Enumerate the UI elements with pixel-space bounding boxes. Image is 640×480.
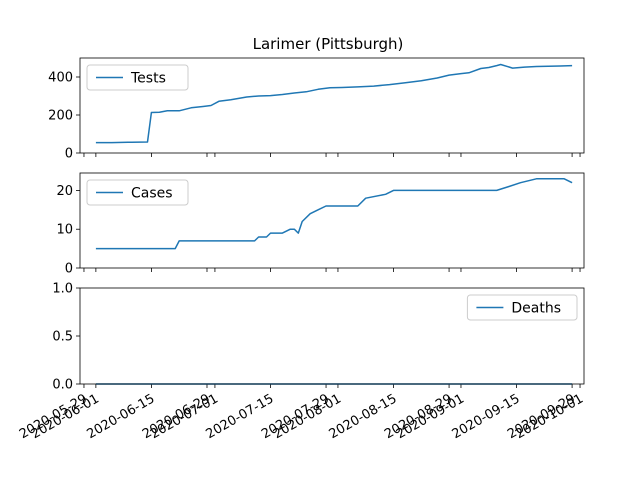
legend: Cases bbox=[86, 179, 189, 206]
y-tick-label: 1.0 bbox=[52, 282, 73, 297]
y-tick-label: 0.0 bbox=[52, 378, 73, 393]
legend-box bbox=[86, 64, 189, 91]
chart-title: Larimer (Pittsburgh) bbox=[253, 35, 404, 53]
axes-frame bbox=[79, 57, 585, 154]
x-tick-labels: 2020-05-292020-06-012020-06-152020-06-29… bbox=[17, 391, 586, 442]
chart-panels: 0 200 400 Tests 0 10 20 Cases 0.0 0.5 1.0 Deaths bbox=[48, 57, 585, 393]
y-tick-label: 200 bbox=[48, 109, 73, 124]
panel-tests: 0 200 400 Tests bbox=[48, 57, 585, 162]
y-tick-label: 0 bbox=[65, 147, 73, 162]
series-line-tests bbox=[95, 63, 573, 144]
legend-label: Cases bbox=[131, 186, 173, 202]
x-tick-label: 2020-10-01 bbox=[513, 391, 586, 442]
y-tick-label: 20 bbox=[56, 184, 73, 199]
y-tick-label: 0 bbox=[65, 262, 73, 277]
legend-box bbox=[466, 294, 578, 321]
legend-box bbox=[86, 179, 189, 206]
panel-cases: 0 10 20 Cases bbox=[56, 172, 585, 277]
legend-label: Tests bbox=[130, 71, 166, 87]
y-tick-label: 10 bbox=[56, 223, 73, 238]
legend: Deaths bbox=[466, 294, 578, 321]
panel-deaths: 0.0 0.5 1.0 Deaths bbox=[52, 282, 585, 393]
axes-frame bbox=[79, 287, 585, 385]
legend: Tests bbox=[86, 64, 189, 91]
axes-frame bbox=[79, 172, 585, 269]
legend-label: Deaths bbox=[511, 301, 561, 317]
y-tick-label: 400 bbox=[48, 71, 73, 86]
series-line-cases bbox=[95, 178, 573, 250]
y-tick-label: 0.5 bbox=[52, 330, 73, 345]
